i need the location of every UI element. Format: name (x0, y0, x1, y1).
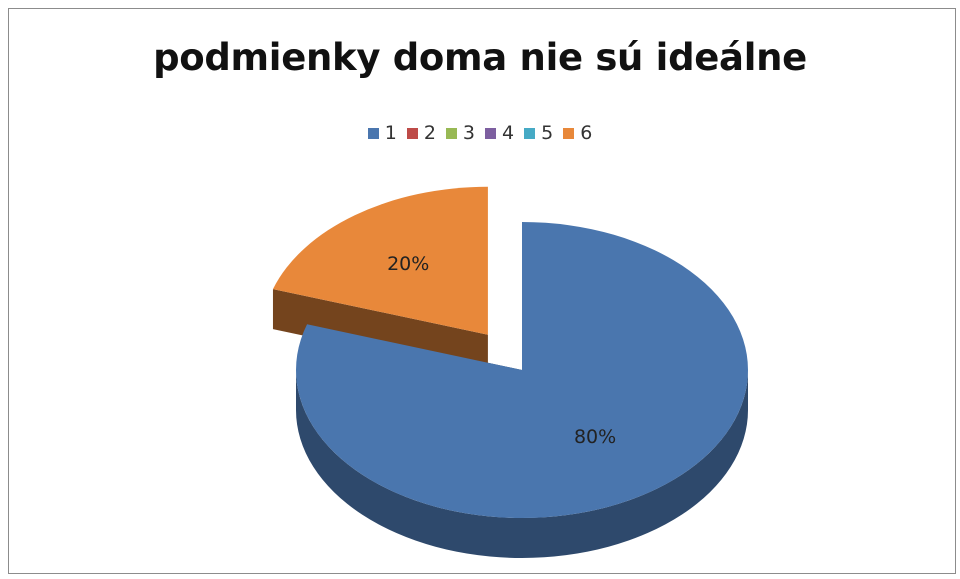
chart-title: podmienky doma nie sú ideálne (153, 36, 807, 79)
legend-swatch-6 (563, 127, 575, 139)
data-label-6: 20% (387, 253, 429, 275)
pie-slice-side-1 (296, 370, 748, 558)
legend-swatch-1 (367, 127, 379, 139)
pie-slice-1 (296, 222, 748, 518)
legend-label-6: 6 (580, 122, 593, 144)
legend-label-4: 4 (502, 122, 515, 144)
data-label-1: 80% (574, 426, 616, 448)
legend-label-3: 3 (462, 122, 475, 144)
legend-item-5: 5 (524, 122, 553, 144)
legend-label-1: 1 (384, 122, 397, 144)
legend-swatch-5 (524, 127, 536, 139)
legend-label-2: 2 (423, 122, 436, 144)
legend-item-4: 4 (485, 122, 514, 144)
legend-swatch-2 (406, 127, 418, 139)
legend-label-5: 5 (541, 122, 554, 144)
chart-legend: 1 2 3 4 5 6 (0, 122, 960, 144)
legend-item-2: 2 (406, 122, 436, 144)
pie-slice-6 (272, 186, 488, 335)
legend-swatch-3 (445, 127, 457, 139)
legend-item-6: 6 (563, 122, 592, 144)
legend-item-3: 3 (445, 122, 475, 144)
legend-item-1: 1 (367, 122, 397, 144)
legend-swatch-4 (485, 127, 496, 139)
